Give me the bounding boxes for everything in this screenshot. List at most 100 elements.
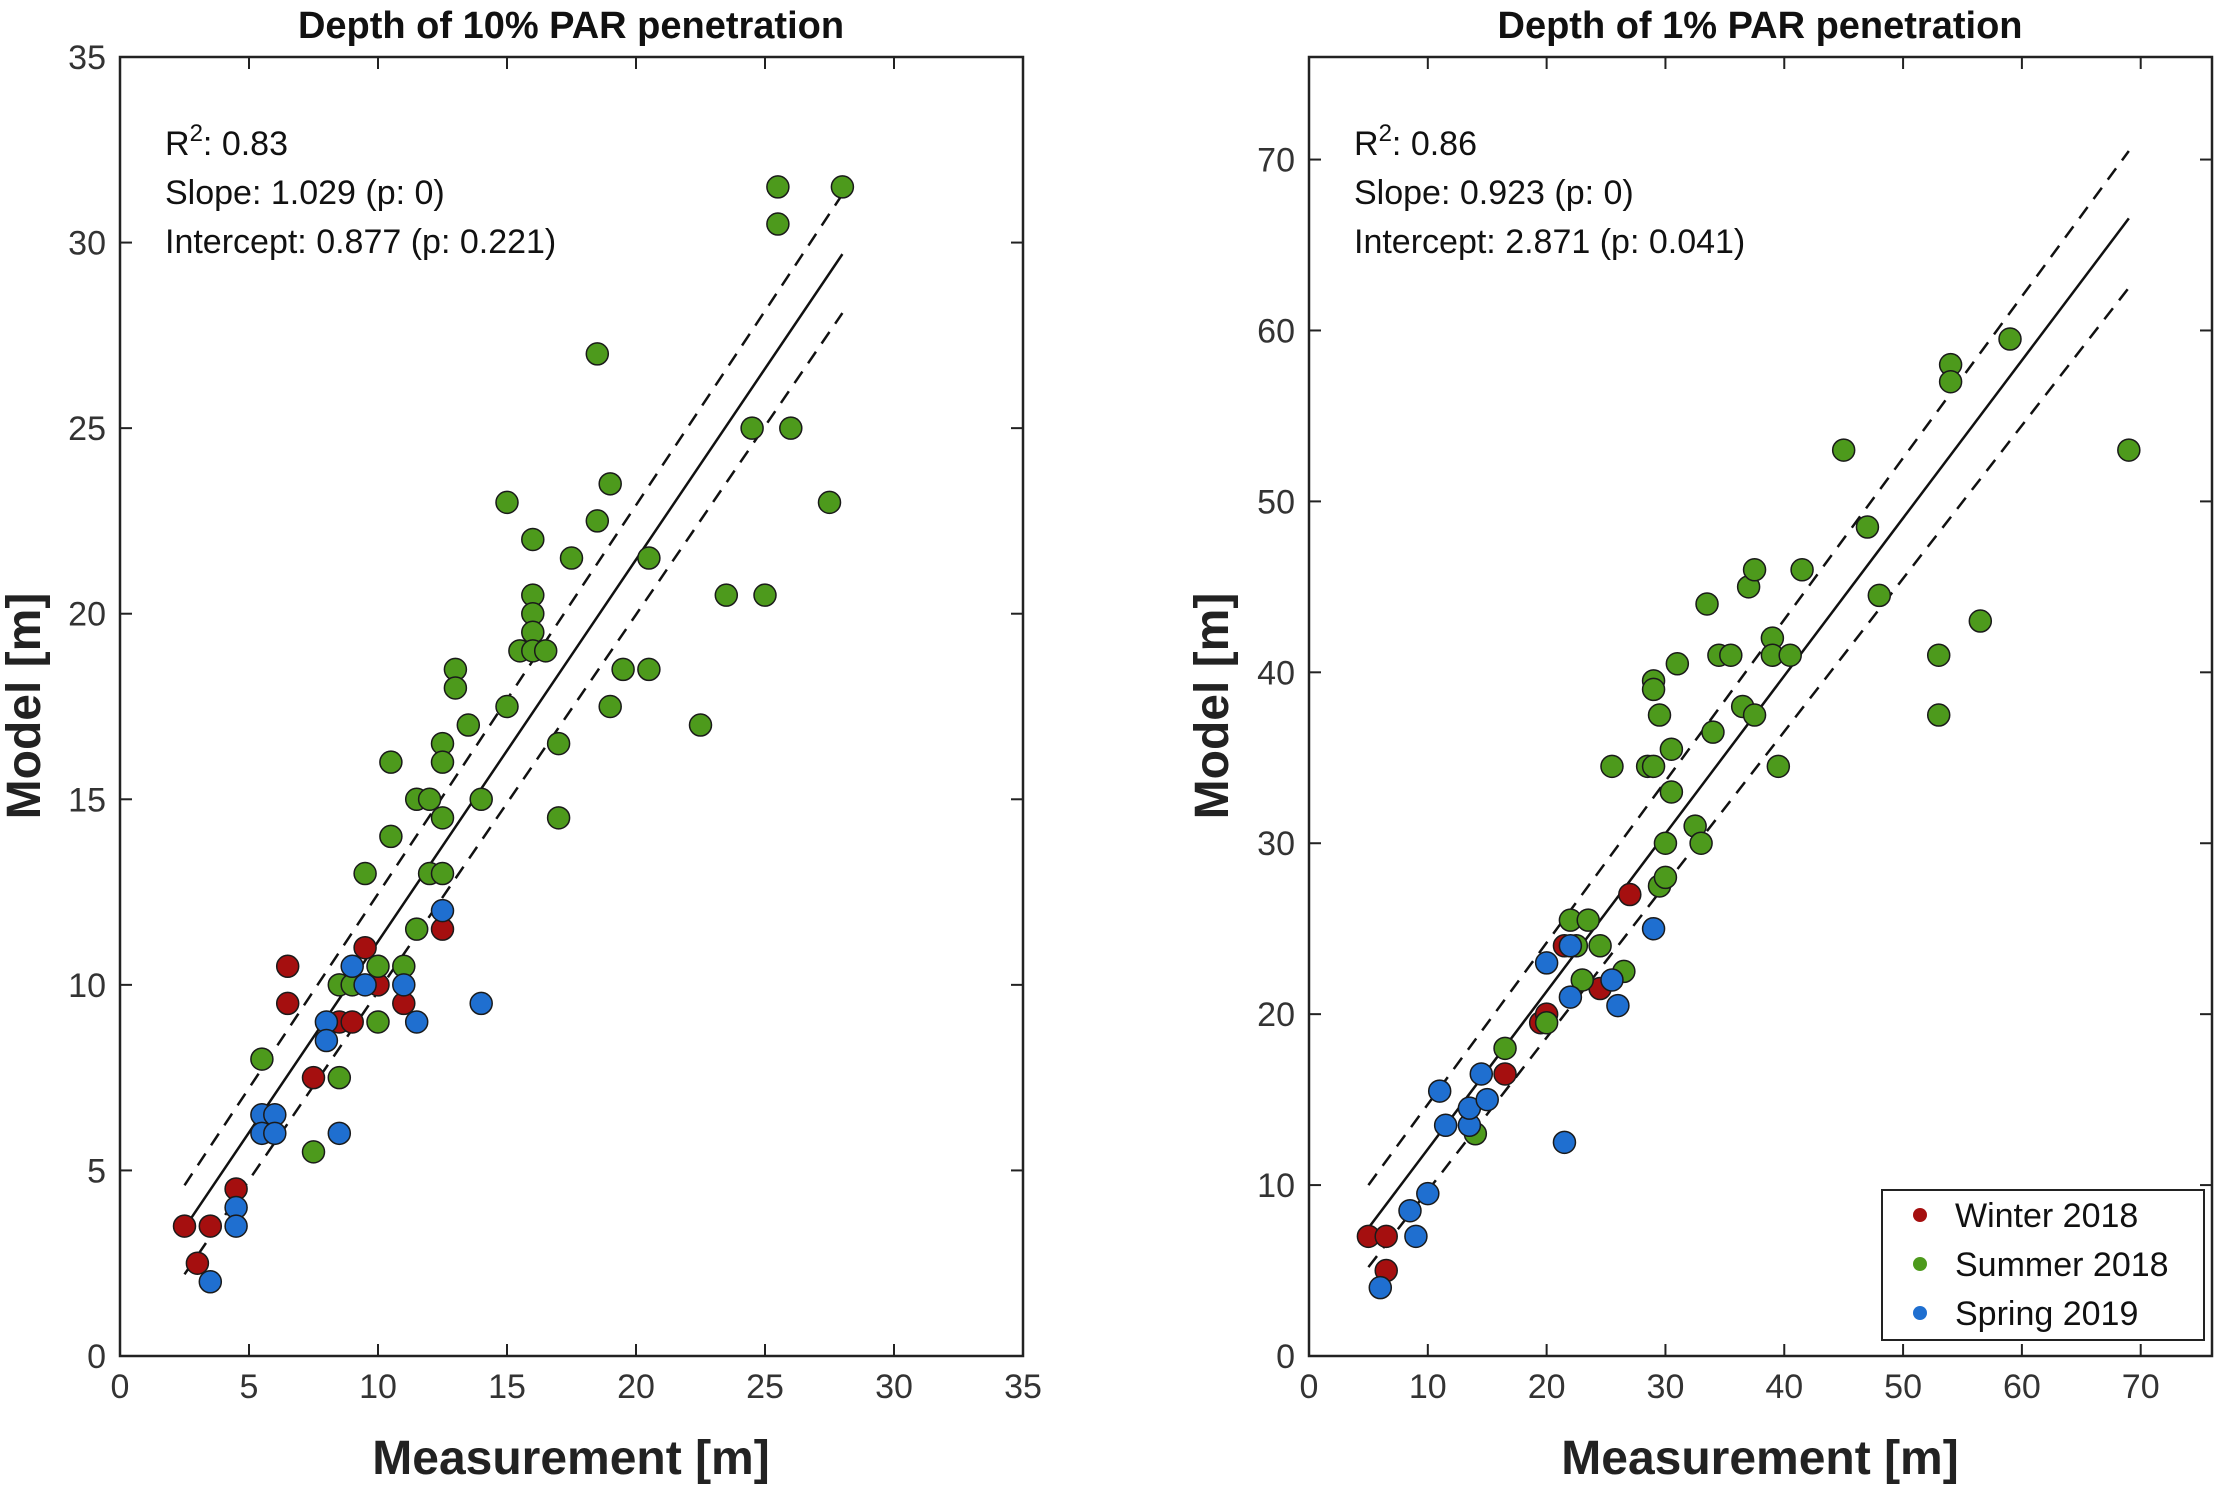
right-point-summer-2018-29 [1742, 558, 1767, 582]
right-ci-lower-line [1367, 286, 2130, 1268]
left-ci-upper-line [183, 193, 844, 1186]
right-point-summer-2018-6 [1576, 908, 1600, 932]
left-point-summer-2018-42 [688, 713, 713, 737]
right-point-summer-2018-36 [1831, 438, 1856, 462]
right-r2-label: R [1354, 125, 1379, 163]
right-point-summer-2018-5 [1570, 968, 1595, 992]
left-x-tick-label-30: 30 [875, 1368, 913, 1406]
right-point-spring-2019-12 [1558, 985, 1583, 1009]
right-point-winter-2018-8 [1618, 882, 1642, 907]
left-point-summer-2018-6 [366, 954, 390, 979]
left-point-summer-2018-8 [379, 750, 403, 774]
right-point-summer-2018-35 [1790, 558, 1814, 582]
right-chart-title: Depth of 1% PAR penetration [1498, 5, 2023, 47]
right-point-summer-2018-44 [1998, 327, 2022, 351]
right-x-tick-label-10: 10 [1409, 1368, 1447, 1406]
left-point-summer-2018-44 [740, 416, 764, 440]
left-point-spring-2019-13 [404, 1010, 429, 1034]
right-r2-text: R2: 0.86 [1354, 120, 1477, 163]
left-point-winter-2018-0 [172, 1214, 197, 1238]
left-point-spring-2019-9 [327, 1121, 352, 1146]
left-y-tick-label-0: 0 [87, 1338, 106, 1376]
right-slope-text: Slope: 0.923 (p: 0) [1354, 174, 1634, 212]
right-point-spring-2019-15 [1606, 993, 1630, 1018]
right-point-summer-2018-37 [1855, 515, 1880, 539]
left-point-winter-2018-9 [353, 935, 377, 960]
left-point-winter-2018-5 [275, 991, 300, 1016]
right-x-tick-label-60: 60 [2003, 1368, 2041, 1406]
right-y-tick-label-60: 60 [1257, 312, 1295, 350]
left-r2-superscript: 2 [190, 120, 203, 147]
right-point-summer-2018-42 [1938, 370, 1963, 394]
right-point-summer-2018-19 [1659, 780, 1684, 804]
right-point-spring-2019-1 [1398, 1198, 1422, 1223]
left-ci-lower-line [183, 312, 844, 1276]
legend: Winter 2018 Summer 2018 Spring 2019 [1881, 1189, 2205, 1341]
left-point-spring-2019-0 [198, 1270, 223, 1294]
right-y-tick-label-20: 20 [1257, 996, 1295, 1034]
left-point-summer-2018-7 [366, 1010, 390, 1034]
right-point-summer-2018-12 [1641, 677, 1666, 702]
legend-box [1881, 1189, 2205, 1341]
left-ticks: 0 5 10 15 20 25 30 35 0 5 10 15 20 25 30 35 [68, 39, 1042, 1406]
left-points [172, 175, 855, 1294]
left-fit-lines [183, 193, 844, 1276]
right-point-summer-2018-45 [2117, 438, 2141, 462]
left-point-summer-2018-46 [766, 175, 790, 199]
left-point-summer-2018-38 [598, 694, 622, 719]
right-r2-superscript: 2 [1379, 120, 1392, 147]
left-point-summer-2018-23 [495, 490, 519, 515]
right-points [1356, 327, 2141, 1300]
right-point-spring-2019-5 [1433, 1113, 1458, 1138]
left-point-winter-2018-4 [275, 954, 300, 979]
legend-label-spring-2019: Spring 2019 [1955, 1295, 2138, 1333]
left-stats-box: R2: 0.83 Slope: 1.029 (p: 0) Intercept: … [165, 120, 556, 261]
right-point-summer-2018-40 [1926, 703, 1951, 727]
left-point-summer-2018-45 [753, 583, 777, 607]
left-point-winter-2018-2 [198, 1214, 223, 1238]
right-y-tick-label-70: 70 [1257, 142, 1295, 180]
right-point-summer-2018-33 [1766, 754, 1791, 779]
right-point-summer-2018-39 [1926, 643, 1951, 667]
left-r2-label: R [165, 125, 190, 163]
left-point-summer-2018-12 [404, 917, 429, 941]
right-x-tick-label-0: 0 [1300, 1368, 1319, 1406]
left-y-tick-label-30: 30 [68, 225, 106, 263]
right-point-summer-2018-22 [1689, 831, 1713, 855]
right-point-summer-2018-8 [1600, 754, 1624, 779]
left-point-summer-2018-26 [521, 527, 545, 552]
left-point-spring-2019-12 [392, 973, 416, 997]
left-y-tick-label-5: 5 [87, 1152, 106, 1190]
right-chart-panel: Depth of 1% PAR penetration Measurement … [1186, 5, 2214, 1485]
left-point-summer-2018-0 [250, 1047, 274, 1071]
left-point-summer-2018-17 [430, 806, 455, 830]
legend-marker-winter-2018 [1913, 1208, 1927, 1222]
legend-label-summer-2018: Summer 2018 [1955, 1246, 2169, 1284]
right-x-tick-label-70: 70 [2122, 1368, 2160, 1406]
right-y-tick-label-50: 50 [1257, 483, 1295, 521]
left-x-tick-label-20: 20 [617, 1368, 655, 1406]
right-point-summer-2018-24 [1701, 720, 1725, 744]
left-x-tick-label-25: 25 [746, 1368, 784, 1406]
left-point-summer-2018-36 [585, 509, 610, 533]
right-stats-box: R2: 0.86 Slope: 0.923 (p: 0) Intercept: … [1354, 120, 1745, 261]
right-point-summer-2018-34 [1778, 643, 1802, 667]
right-point-spring-2019-3 [1416, 1181, 1440, 1206]
left-slope-text: Slope: 1.029 (p: 0) [165, 174, 445, 212]
left-r2-text: R2: 0.83 [165, 120, 288, 163]
left-point-spring-2019-8 [314, 1028, 339, 1053]
right-x-axis-label: Measurement [m] [1561, 1432, 1958, 1485]
right-point-summer-2018-20 [1665, 652, 1690, 676]
right-point-summer-2018-1 [1493, 1036, 1517, 1061]
left-chart-panel: Depth of 10% PAR penetration Measurement… [0, 5, 1042, 1485]
right-y-axis-label: Model [m] [1186, 593, 1239, 820]
left-x-tick-label-0: 0 [111, 1368, 130, 1406]
left-point-summer-2018-39 [611, 657, 635, 682]
right-point-spring-2019-16 [1641, 916, 1666, 941]
right-point-spring-2019-14 [1600, 968, 1624, 992]
left-point-summer-2018-9 [379, 824, 403, 849]
left-point-summer-2018-33 [546, 806, 571, 830]
left-x-tick-label-15: 15 [488, 1368, 526, 1406]
left-point-summer-2018-1 [301, 1140, 326, 1164]
